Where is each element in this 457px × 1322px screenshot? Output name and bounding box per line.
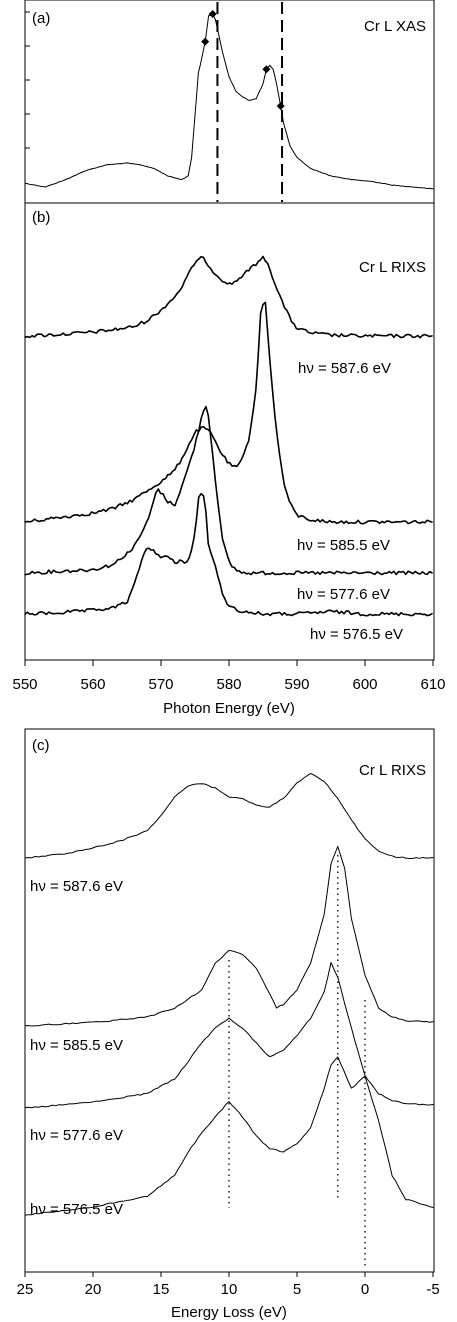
panel-c: (c) Cr L RIXS hν = 587.6 eV hν = 585.5 e… — [17, 728, 440, 1321]
panel-b-label-585-5: hν = 585.5 eV — [297, 537, 390, 554]
panel-c-title: Cr L RIXS — [359, 762, 426, 779]
rixs-loss-spectrum-576-5 — [24, 1056, 434, 1216]
rixs-spectrum-585-5 — [24, 405, 433, 576]
panel-b-tick-labels: 550 560 570 580 590 600 610 — [12, 676, 445, 693]
panel-b-label-576-5: hν = 576.5 eV — [310, 626, 403, 643]
rixs-spectrum-top — [24, 255, 433, 339]
panel-c-label-576-5: hν = 576.5 eV — [30, 1201, 123, 1218]
panel-c-label: (c) — [32, 737, 50, 754]
panel-c-xtick-25: 25 — [17, 1281, 34, 1298]
panel-b-x-axis-title: Photon Energy (eV) — [163, 700, 295, 717]
panel-b-label: (b) — [32, 209, 50, 226]
panel-b-label-577-6: hν = 577.6 eV — [297, 586, 390, 603]
panel-b: (b) Cr L RIXS hν = 587.6 eV hν = 585.5 e… — [12, 202, 446, 717]
panel-b-title: Cr L RIXS — [359, 259, 426, 276]
rixs-loss-spectrum-587-6 — [24, 845, 434, 1027]
rixs-spectrum-577-6 — [24, 492, 433, 617]
panel-a-y-ticks — [25, 11, 30, 149]
panel-c-guide-lines — [228, 855, 366, 1268]
panel-c-frame — [24, 728, 435, 1273]
panel-a-title: Cr L XAS — [364, 18, 426, 35]
rixs-loss-spectrum-top — [24, 773, 434, 860]
panel-b-spectra — [24, 255, 433, 617]
panel-a-guide-lines — [216, 2, 284, 202]
panel-b-xtick-610: 610 — [420, 676, 445, 693]
xas-excitation-marker — [276, 102, 285, 110]
panel-c-label-585-5: hν = 585.5 eV — [30, 1037, 123, 1054]
panel-b-xtick-560: 560 — [80, 676, 105, 693]
panel-c-label-577-6: hν = 577.6 eV — [30, 1127, 123, 1144]
panel-c-xtick-20: 20 — [85, 1281, 102, 1298]
panel-b-xtick-590: 590 — [284, 676, 309, 693]
panel-a: (a) Cr L XAS — [24, 0, 435, 204]
panel-c-xtick-minus-5: -5 — [426, 1281, 439, 1298]
xas-excitation-marker — [208, 10, 217, 18]
rixs-loss-spectrum-585-5 — [24, 961, 434, 1109]
panel-b-label-587-6: hν = 587.6 eV — [298, 360, 391, 377]
panel-b-xtick-570: 570 — [148, 676, 173, 693]
panel-b-xtick-580: 580 — [216, 676, 241, 693]
xas-spectrum-line — [24, 13, 434, 190]
panel-b-xtick-550: 550 — [12, 676, 37, 693]
rixs-spectrum-587-6 — [24, 301, 433, 525]
panel-c-x-axis-title: Energy Loss (eV) — [171, 1304, 287, 1321]
panel-a-label: (a) — [32, 10, 50, 27]
panel-c-spectra — [24, 773, 434, 1216]
panel-c-tick-labels: 25 20 15 10 5 0 -5 — [17, 1281, 440, 1298]
panel-c-label-587-6: hν = 587.6 eV — [30, 878, 123, 895]
panel-b-x-ticks — [24, 660, 434, 666]
panel-c-x-ticks — [24, 1272, 434, 1277]
panel-c-xtick-15: 15 — [153, 1281, 170, 1298]
panel-b-xtick-600: 600 — [352, 676, 377, 693]
panel-c-xtick-5: 5 — [293, 1281, 301, 1298]
xas-excitation-marker — [201, 37, 210, 46]
panel-c-xtick-0: 0 — [361, 1281, 369, 1298]
panel-c-xtick-10: 10 — [221, 1281, 238, 1298]
xas-excitation-marker — [262, 65, 271, 74]
xas-excitation-markers — [201, 10, 285, 110]
